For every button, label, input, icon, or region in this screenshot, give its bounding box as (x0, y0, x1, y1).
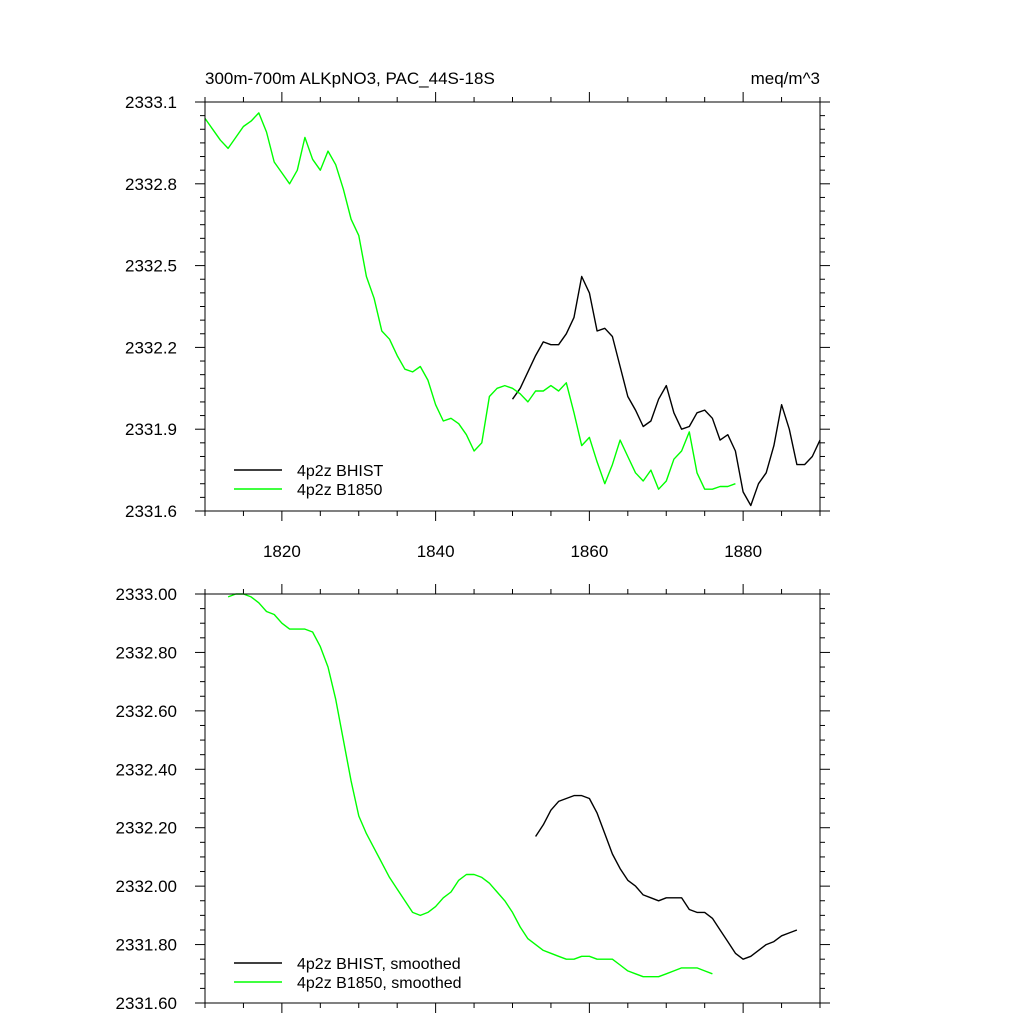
legend-label: 4p2z BHIST (297, 463, 383, 480)
legend-label: 4p2z BHIST, smoothed (297, 956, 461, 973)
x-tick-label: 1860 (570, 542, 608, 561)
y-tick-label: 2332.20 (116, 819, 177, 838)
bottom-panel-frame (204, 593, 821, 1004)
bottom-panel-ticks: 2331.60 2331.80 2332.00 2332.20 2332.40 2332.… (116, 584, 830, 1013)
y-tick-label: 2331.9 (125, 420, 177, 439)
bottom-panel-lines (227, 593, 798, 978)
bottom-panel: 2331.60 2331.80 2332.00 2332.20 2332.40 2332.… (116, 584, 830, 1013)
series-line-bhist (511, 275, 821, 507)
series-line-bhist (535, 794, 798, 960)
x-tick-label: 1840 (417, 542, 455, 561)
y-tick-label: 2331.60 (116, 994, 177, 1013)
top-panel-legend: 4p2z BHIST 4p2z B1850 (234, 463, 383, 499)
y-tick-label: 2332.00 (116, 877, 177, 896)
x-tick-label: 1820 (263, 542, 301, 561)
y-tick-label: 2332.2 (125, 338, 177, 357)
y-tick-label: 2332.5 (125, 257, 177, 276)
top-panel-frame (204, 101, 821, 512)
top-panel-ticks: 1820 1840 1860 1880 2331.6 2331.9 2332.2 2332.5… (125, 92, 830, 561)
y-tick-label: 2332.60 (116, 702, 177, 721)
series-line-b1850 (227, 593, 713, 978)
x-tick-label: 1880 (724, 542, 762, 561)
top-panel: 300m-700m ALKpNO3, PAC_44S-18S meq/m^3 1… (125, 69, 830, 561)
legend-label: 4p2z B1850, smoothed (297, 975, 462, 992)
y-tick-label: 2331.6 (125, 502, 177, 521)
top-panel-units: meq/m^3 (751, 69, 820, 88)
y-tick-label: 2332.80 (116, 643, 177, 662)
y-tick-label: 2332.8 (125, 175, 177, 194)
y-tick-label: 2333.1 (125, 93, 177, 112)
top-panel-lines (204, 112, 821, 507)
y-tick-label: 2331.80 (116, 936, 177, 955)
y-tick-label: 2332.40 (116, 760, 177, 779)
legend-label: 4p2z B1850 (297, 482, 383, 499)
series-line-b1850 (204, 112, 736, 490)
bottom-panel-legend: 4p2z BHIST, smoothed 4p2z B1850, smoothed (234, 956, 462, 992)
top-panel-title: 300m-700m ALKpNO3, PAC_44S-18S (205, 69, 495, 88)
y-tick-label: 2333.00 (116, 585, 177, 604)
